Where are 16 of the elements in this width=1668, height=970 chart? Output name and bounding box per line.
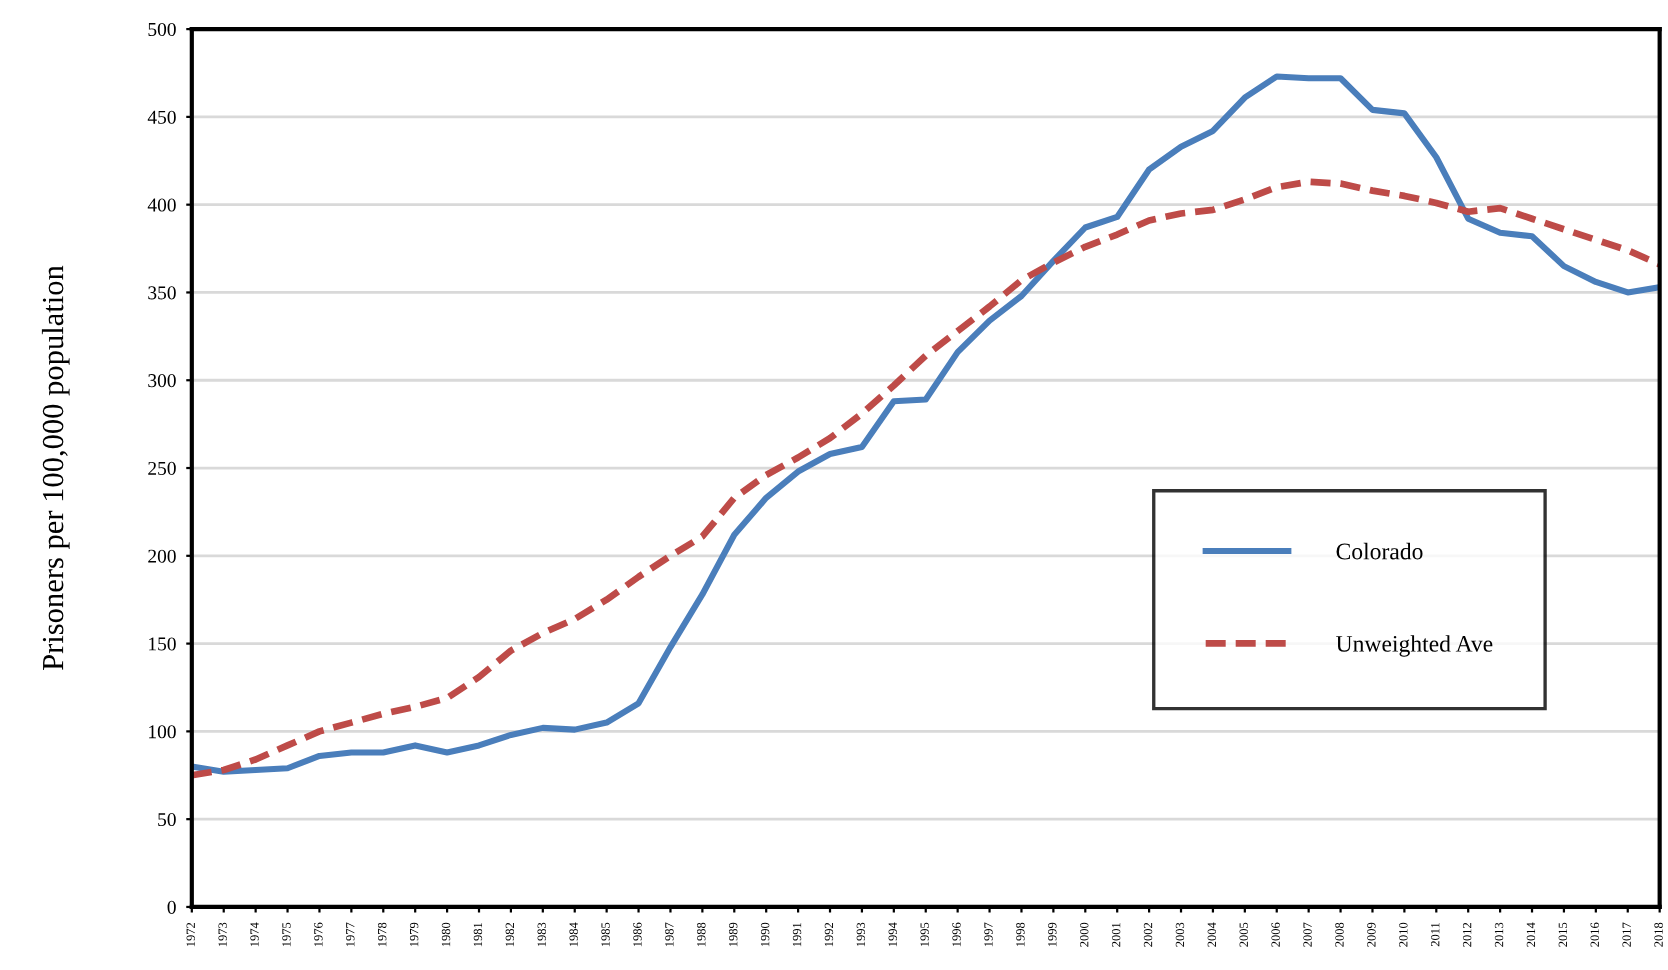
legend-label: Unweighted Ave xyxy=(1336,635,1493,657)
y-tick-label: 50 xyxy=(158,812,176,827)
y-tick-label: 350 xyxy=(148,286,176,300)
y-tick-label: 150 xyxy=(149,637,176,651)
y-tick-label: 400 xyxy=(147,198,176,212)
y-tick-label: 450 xyxy=(147,110,176,124)
y-tick-label: 500 xyxy=(148,22,176,37)
line-series xyxy=(191,178,1660,779)
y-tick-label: 250 xyxy=(148,461,176,475)
y-tick-label: 300 xyxy=(148,374,176,388)
legend-label: Colorado xyxy=(1336,542,1423,560)
y-tick-label: 0 xyxy=(167,900,176,914)
line-series xyxy=(191,73,1660,775)
y-tick-label: 100 xyxy=(149,725,176,739)
y-axis-title: Prisoners per 100,000 population xyxy=(41,265,70,670)
y-tick-label: 200 xyxy=(148,549,176,563)
